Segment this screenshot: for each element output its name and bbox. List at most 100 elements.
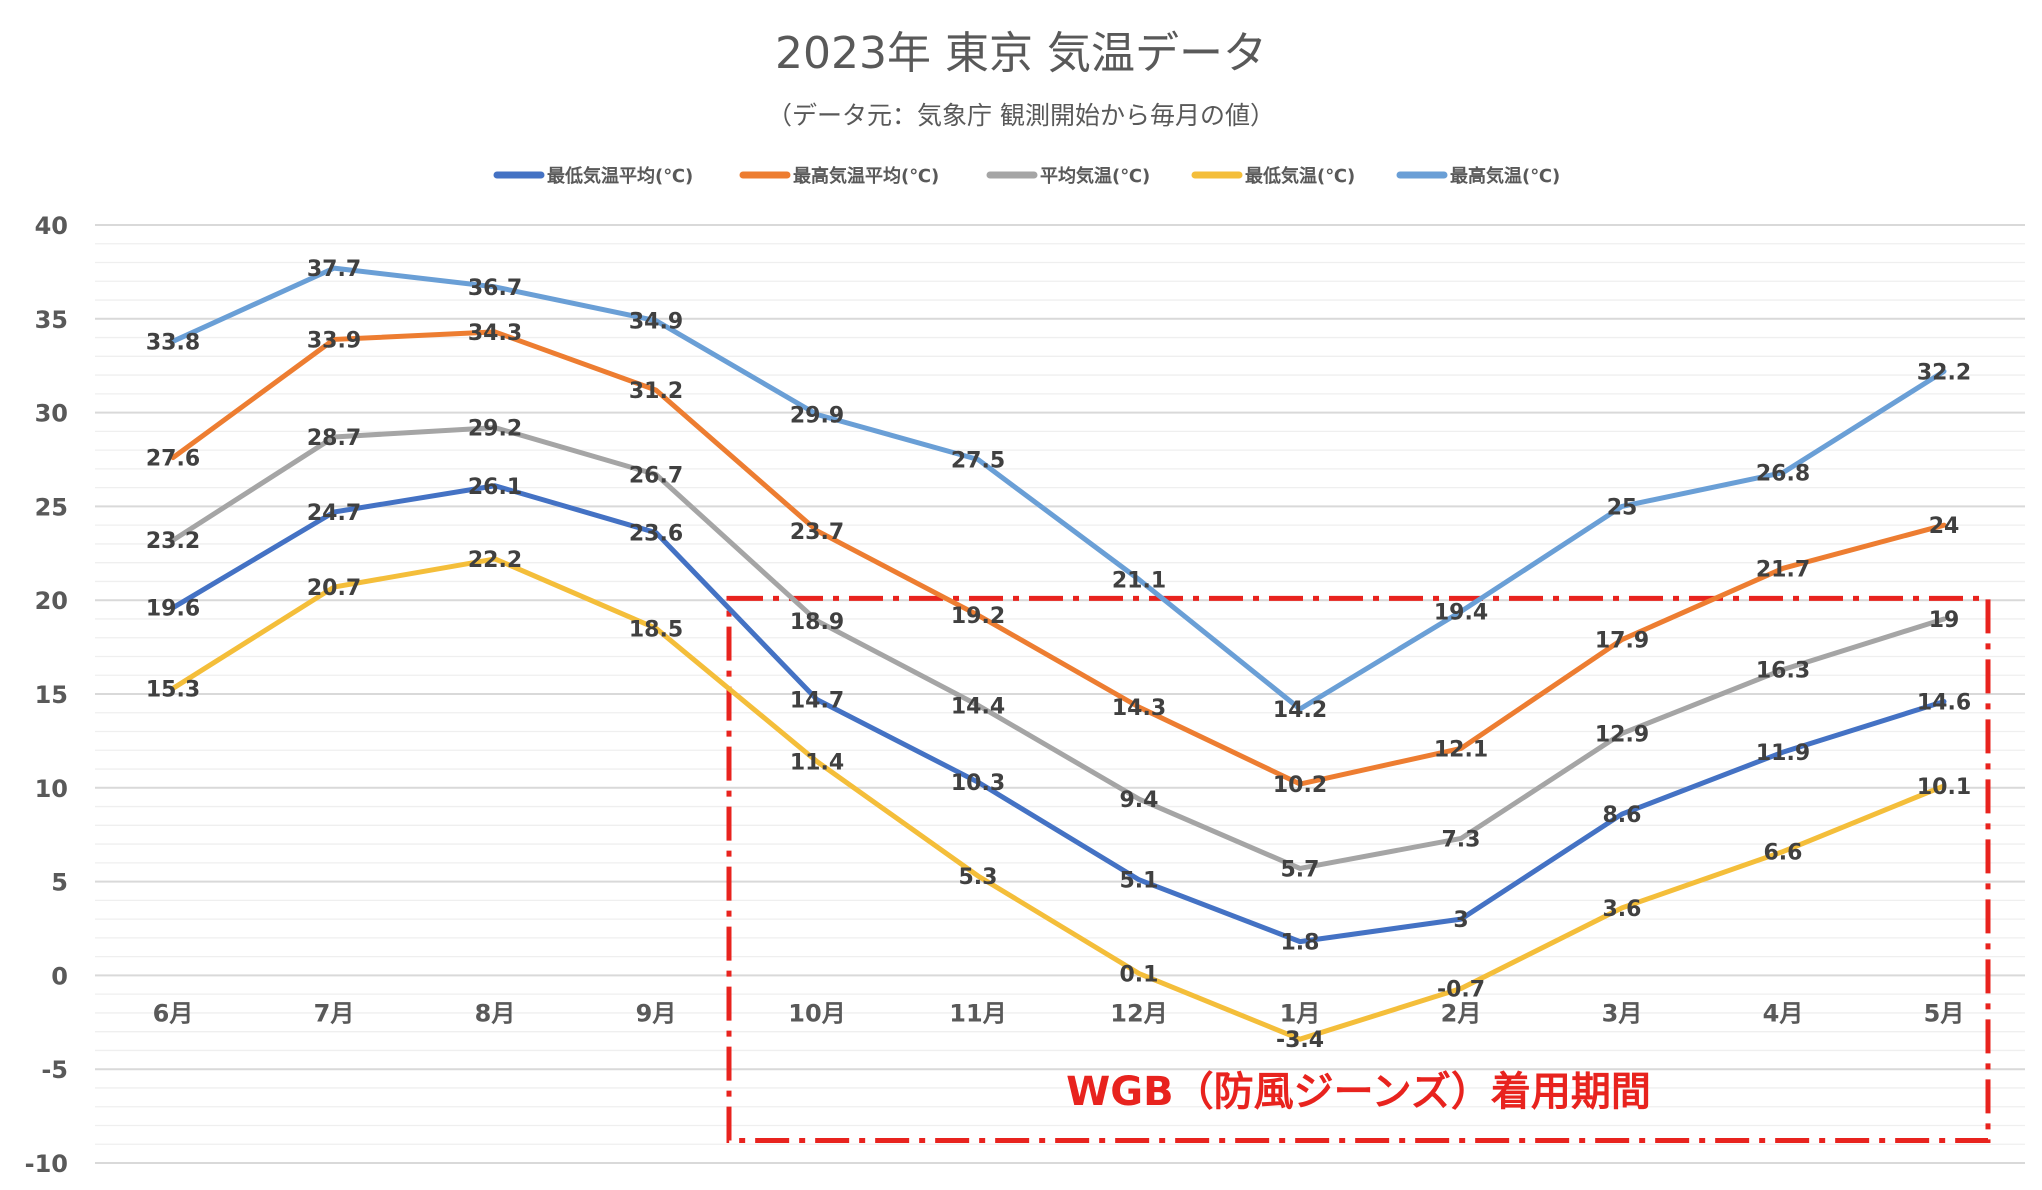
data-label: 37.7 — [307, 257, 361, 282]
y-axis: -10 -5 0 5 10 15 20 25 30 35 40 — [25, 212, 68, 1178]
data-label: -0.7 — [1437, 978, 1485, 1003]
data-label: 36.7 — [468, 276, 522, 301]
gridlines — [95, 224, 2025, 1164]
x-tick-label: 8月 — [475, 999, 516, 1027]
data-label: 26.1 — [468, 475, 522, 500]
x-tick-label: 9月 — [636, 999, 677, 1027]
chart-title: 2023年 東京 気温データ — [775, 28, 1267, 79]
y-tick-label: 15 — [35, 681, 68, 709]
data-label: 22.2 — [468, 548, 522, 573]
data-label: 15.3 — [146, 677, 200, 702]
data-label: 23.7 — [790, 520, 844, 545]
data-label: 27.6 — [146, 447, 200, 472]
x-tick-label: 7月 — [314, 999, 355, 1027]
data-label: 19 — [1929, 608, 1960, 633]
data-label: 29.9 — [790, 403, 844, 428]
data-label: 17.9 — [1595, 629, 1649, 654]
x-tick-label: 6月 — [153, 999, 194, 1027]
data-label: 25 — [1607, 495, 1638, 520]
data-label: 19.4 — [1434, 600, 1488, 625]
wgb-period-label: WGB（防風ジーンズ）着用期間 — [1066, 1069, 1651, 1115]
data-label: 26.8 — [1756, 462, 1810, 487]
wgb-period-box — [726, 595, 1991, 1143]
y-tick-label: -10 — [25, 1150, 68, 1178]
y-tick-label: -5 — [41, 1056, 68, 1084]
y-tick-label: 40 — [35, 212, 68, 240]
data-label: -3.4 — [1276, 1028, 1324, 1053]
x-tick-label: 4月 — [1763, 999, 1804, 1027]
data-label: 14.4 — [951, 694, 1005, 719]
y-tick-label: 25 — [35, 493, 68, 521]
series-lines — [170, 265, 1947, 1042]
data-label: 18.5 — [629, 617, 683, 642]
data-label: 0.1 — [1120, 963, 1159, 988]
data-label: 10.3 — [951, 771, 1005, 796]
data-label: 21.1 — [1112, 569, 1166, 594]
series-line — [170, 556, 1947, 1042]
y-tick-label: 35 — [35, 306, 68, 334]
data-label: 34.3 — [468, 321, 522, 346]
data-label: 9.4 — [1120, 788, 1159, 813]
data-label: 24.7 — [307, 501, 361, 526]
series-line — [170, 483, 1947, 945]
data-label: 10.2 — [1273, 773, 1327, 798]
y-tick-label: 0 — [51, 962, 68, 990]
data-label: 8.6 — [1603, 803, 1642, 828]
data-label: 3 — [1453, 908, 1468, 933]
data-label: 21.7 — [1756, 557, 1810, 582]
data-label: 34.9 — [629, 310, 683, 335]
data-label: 5.7 — [1281, 857, 1320, 882]
data-label: 14.6 — [1917, 691, 1971, 716]
data-label: 32.2 — [1917, 360, 1971, 385]
data-label: 33.8 — [146, 330, 200, 355]
data-label: 26.7 — [629, 464, 683, 489]
y-tick-label: 20 — [35, 587, 68, 615]
x-tick-label: 1月 — [1280, 999, 1321, 1027]
data-label: 5.1 — [1120, 869, 1159, 894]
data-label: 12.9 — [1595, 722, 1649, 747]
x-tick-label: 11月 — [949, 999, 1006, 1027]
wgb-period-annotation: WGB（防風ジーンズ）着用期間 — [726, 595, 1991, 1143]
y-tick-label: 30 — [35, 400, 68, 428]
data-label: 24 — [1929, 514, 1960, 539]
data-label: 16.3 — [1756, 659, 1810, 684]
x-axis: 6月 7月 8月 9月 10月 11月 12月 1月 2月 3月 4月 5月 — [153, 999, 1965, 1027]
legend-label: 最低気温平均(℃) — [547, 165, 693, 187]
data-label: 10.1 — [1917, 775, 1971, 800]
data-label: 33.9 — [307, 328, 361, 353]
legend-label: 最高気温平均(℃) — [793, 165, 939, 187]
data-labels: 19.6 24.7 26.1 23.6 14.7 10.3 5.1 1.8 3 8.6 11.9 14… — [146, 257, 1971, 1053]
data-label: 20.7 — [307, 576, 361, 601]
data-label: 28.7 — [307, 426, 361, 451]
chart-subtitle: （データ元：気象庁 観測開始から毎月の値） — [767, 101, 1275, 130]
y-tick-label: 5 — [51, 869, 68, 897]
data-label: 14.3 — [1112, 696, 1166, 721]
data-label: 12.1 — [1434, 737, 1488, 762]
legend-label: 平均気温(℃) — [1040, 165, 1150, 187]
data-label: 19.2 — [951, 604, 1005, 629]
x-tick-label: 2月 — [1441, 999, 1482, 1027]
legend: 最低気温平均(℃) 最高気温平均(℃) 平均気温(℃) 最低気温(℃) 最高気温(℃) — [493, 165, 1560, 187]
legend-label: 最高気温(℃) — [1450, 165, 1560, 187]
data-label: 29.2 — [468, 417, 522, 442]
data-label: 18.9 — [790, 610, 844, 635]
data-label: 3.6 — [1603, 897, 1642, 922]
data-label: 7.3 — [1442, 827, 1481, 852]
data-label: 5.3 — [959, 865, 998, 890]
series-line — [170, 265, 1947, 712]
x-tick-label: 5月 — [1924, 999, 1965, 1027]
x-tick-label: 12月 — [1110, 999, 1167, 1027]
series-line — [170, 425, 1947, 871]
y-tick-label: 10 — [35, 775, 68, 803]
x-tick-label: 10月 — [788, 999, 845, 1027]
data-label: 27.5 — [951, 449, 1005, 474]
data-label: 23.2 — [146, 529, 200, 554]
data-label: 6.6 — [1764, 841, 1803, 866]
data-label: 11.9 — [1756, 741, 1810, 766]
data-label: 11.4 — [790, 751, 844, 776]
x-tick-label: 3月 — [1602, 999, 1643, 1027]
data-label: 31.2 — [629, 379, 683, 404]
data-label: 14.2 — [1273, 698, 1327, 723]
series-line — [170, 329, 1947, 787]
